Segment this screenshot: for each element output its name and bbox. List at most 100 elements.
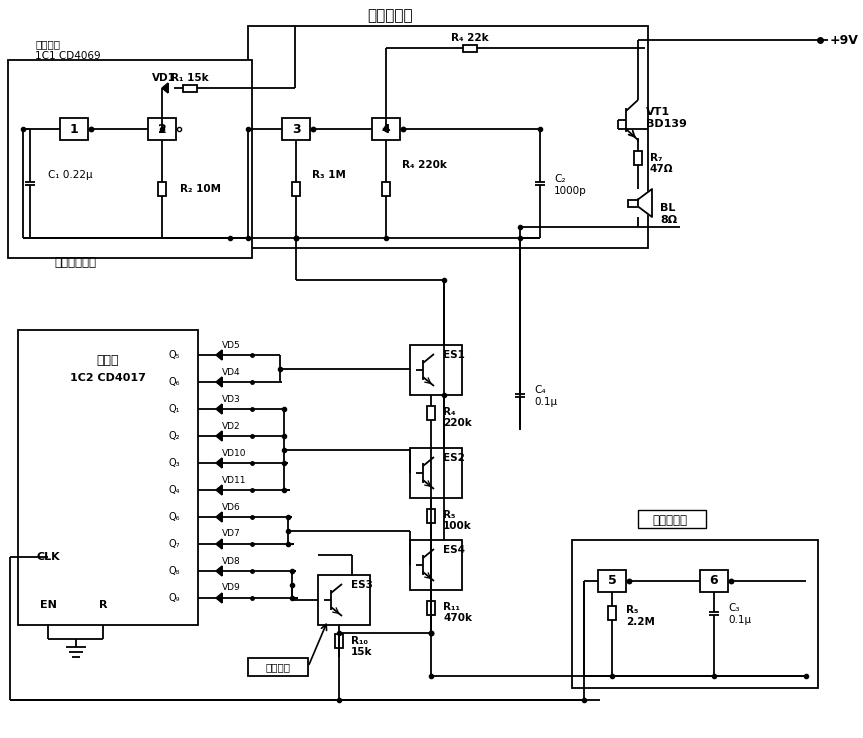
Bar xyxy=(427,508,435,523)
Bar xyxy=(410,540,462,590)
Bar xyxy=(572,540,818,688)
Bar xyxy=(634,151,642,165)
Bar xyxy=(608,606,616,620)
Bar xyxy=(410,345,462,395)
Polygon shape xyxy=(162,83,168,93)
Bar xyxy=(248,658,308,676)
Text: 8Ω: 8Ω xyxy=(660,215,677,225)
Text: 5: 5 xyxy=(608,574,616,587)
Text: ES2: ES2 xyxy=(443,453,465,463)
Text: BD139: BD139 xyxy=(646,119,687,129)
Text: 3: 3 xyxy=(292,123,300,136)
Bar xyxy=(282,118,310,140)
Text: Q₄: Q₄ xyxy=(168,485,180,495)
Text: C₃: C₃ xyxy=(728,603,740,613)
Bar xyxy=(335,634,343,648)
Text: VD5: VD5 xyxy=(222,340,241,350)
Text: R₅: R₅ xyxy=(443,510,456,520)
Polygon shape xyxy=(216,350,222,360)
Bar xyxy=(8,60,252,258)
Bar xyxy=(158,182,166,196)
Polygon shape xyxy=(216,485,222,495)
Text: C₄: C₄ xyxy=(534,385,545,395)
Polygon shape xyxy=(216,458,222,468)
Text: R₃ 1M: R₃ 1M xyxy=(312,170,346,180)
Text: R₂ 10M: R₂ 10M xyxy=(180,184,221,194)
Text: Q₆: Q₆ xyxy=(168,377,180,387)
Text: R₄ 22k: R₄ 22k xyxy=(451,33,488,43)
Bar xyxy=(638,510,706,528)
Text: 超低频振荡器: 超低频振荡器 xyxy=(54,255,96,269)
Bar xyxy=(372,118,400,140)
Polygon shape xyxy=(638,189,652,217)
Text: 音频振荡器: 音频振荡器 xyxy=(367,9,413,24)
Polygon shape xyxy=(216,593,222,603)
Text: 1000p: 1000p xyxy=(554,185,587,196)
Text: VT1: VT1 xyxy=(646,107,671,117)
Text: +9V: +9V xyxy=(829,33,859,46)
Text: 低频振荡器: 低频振荡器 xyxy=(652,514,688,526)
Text: 47Ω: 47Ω xyxy=(650,164,673,173)
Text: CLK: CLK xyxy=(36,552,60,562)
Text: Q₁: Q₁ xyxy=(168,404,180,414)
Text: 1: 1 xyxy=(70,123,79,136)
Text: BL: BL xyxy=(660,203,676,213)
Text: VD8: VD8 xyxy=(222,556,241,565)
Text: VD4: VD4 xyxy=(222,368,241,376)
Polygon shape xyxy=(216,539,222,549)
Text: VD10: VD10 xyxy=(222,449,247,458)
Bar xyxy=(700,570,728,592)
Text: 4: 4 xyxy=(381,123,390,136)
Text: VD7: VD7 xyxy=(222,529,241,539)
Text: 220k: 220k xyxy=(443,418,472,428)
Text: ES1: ES1 xyxy=(443,350,465,360)
Text: Q₃: Q₃ xyxy=(168,458,180,468)
Text: R₇: R₇ xyxy=(650,153,663,162)
Bar xyxy=(183,84,197,92)
Bar xyxy=(598,570,626,592)
Text: VD6: VD6 xyxy=(222,503,241,511)
Text: ES4: ES4 xyxy=(443,545,465,555)
Text: Q₇: Q₇ xyxy=(168,539,180,549)
Text: 100k: 100k xyxy=(443,521,472,531)
Text: Q₂: Q₂ xyxy=(168,431,180,441)
Text: R₁ 15k: R₁ 15k xyxy=(171,73,209,83)
Bar xyxy=(292,182,300,196)
Text: EN: EN xyxy=(40,600,56,610)
Text: ES3: ES3 xyxy=(351,580,373,590)
Text: 0.1μ: 0.1μ xyxy=(728,615,751,625)
Text: 0.1μ: 0.1μ xyxy=(534,397,557,407)
Text: VD2: VD2 xyxy=(222,421,241,430)
Polygon shape xyxy=(216,431,222,441)
Bar xyxy=(60,118,88,140)
Bar xyxy=(148,118,176,140)
Text: 6: 6 xyxy=(709,574,718,587)
Polygon shape xyxy=(216,566,222,576)
Text: R₁₀: R₁₀ xyxy=(351,636,368,646)
Polygon shape xyxy=(216,512,222,522)
Text: C₂: C₂ xyxy=(554,173,565,184)
Text: Q₆: Q₆ xyxy=(168,512,180,522)
Text: VD1: VD1 xyxy=(152,73,176,83)
Text: R: R xyxy=(98,600,107,610)
Bar xyxy=(427,405,435,419)
Text: VD11: VD11 xyxy=(222,475,247,485)
Bar xyxy=(382,182,390,196)
Text: 15k: 15k xyxy=(351,647,373,657)
Bar xyxy=(318,575,370,625)
Polygon shape xyxy=(216,377,222,387)
Text: VD3: VD3 xyxy=(222,395,241,404)
Text: R₅: R₅ xyxy=(626,605,639,615)
Text: R₄ 220k: R₄ 220k xyxy=(402,160,447,170)
Bar xyxy=(628,199,638,207)
Text: 2.2M: 2.2M xyxy=(626,617,655,627)
Text: Q₅: Q₅ xyxy=(168,350,180,360)
Text: R₄: R₄ xyxy=(443,407,456,417)
Bar xyxy=(18,330,198,625)
Bar xyxy=(427,601,435,615)
Text: 开关电路: 开关电路 xyxy=(266,662,291,672)
Text: 470k: 470k xyxy=(443,613,472,623)
Text: C₁ 0.22μ: C₁ 0.22μ xyxy=(48,170,92,180)
Text: R₁₁: R₁₁ xyxy=(443,602,460,612)
Bar xyxy=(248,26,648,248)
